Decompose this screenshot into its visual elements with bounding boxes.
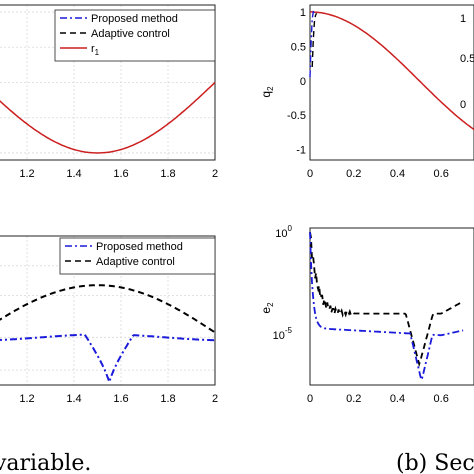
panel-top-right: 0 0.2 0.4 0.6 -1 -0.5 0 0.5 1 q2 1 0.5 0 bbox=[259, 4, 474, 180]
x-tick-label: 1.2 bbox=[19, 168, 34, 180]
panel-bottom-left: 1.2 1.4 1.6 1.8 2 Proposed method Adaptive con… bbox=[0, 235, 218, 405]
x-tick-label: 0 bbox=[307, 168, 313, 180]
x-tick-label: 0.4 bbox=[390, 168, 405, 180]
x-tick-label: 1.6 bbox=[113, 393, 128, 405]
side-label: 0.5 bbox=[460, 53, 474, 65]
y-tick-exponent: -5 bbox=[285, 326, 293, 335]
y-axis-label: q2 bbox=[259, 86, 275, 98]
y-tick-exponent: 0 bbox=[288, 224, 293, 233]
y-tick-label: 100 bbox=[275, 224, 292, 240]
top-right-axes-box bbox=[309, 4, 474, 161]
x-tick-label: 1.6 bbox=[113, 168, 128, 180]
y-axis-label: e2 bbox=[259, 302, 275, 314]
x-tick-label: 1.4 bbox=[66, 393, 81, 405]
legend-subscript: 1 bbox=[95, 48, 100, 57]
series-proposed bbox=[0, 333, 215, 386]
x-tick-label: 0.6 bbox=[434, 393, 449, 405]
x-tick-label: 0.6 bbox=[434, 168, 449, 180]
x-tick-label: 1.4 bbox=[66, 168, 81, 180]
x-tick-label: 0.2 bbox=[346, 168, 361, 180]
y-tick-label: 10-5 bbox=[273, 326, 293, 342]
series-r1 bbox=[0, 81, 216, 154]
legend-entry-2: r1 bbox=[91, 43, 100, 57]
legend-box bbox=[59, 237, 216, 275]
y-tick-label: -1 bbox=[296, 145, 306, 157]
x-tick-label: 1.2 bbox=[19, 393, 34, 405]
panel-bottom-right: 0 0.2 0.4 0.6 100 10-5 e2 bbox=[259, 224, 474, 405]
x-tick-label: 0.4 bbox=[390, 393, 405, 405]
series-adaptive-transient bbox=[311, 12, 318, 68]
y-axis-subscript: 2 bbox=[266, 302, 275, 307]
caption-right: (b) Sec bbox=[396, 451, 474, 474]
y-tick-label: -0.5 bbox=[287, 110, 306, 122]
panel-top-left: 1.2 1.4 1.6 1.8 2 Proposed method Adaptive con… bbox=[0, 4, 218, 180]
x-tick-label: 0 bbox=[307, 393, 313, 405]
x-tick-label: 1.8 bbox=[160, 393, 175, 405]
side-label: 1 bbox=[460, 13, 466, 25]
series-proposed bbox=[309, 232, 464, 383]
legend-entry-1: Adaptive control bbox=[91, 28, 170, 40]
legend-entry-0: Proposed method bbox=[96, 241, 183, 253]
y-axis-subscript: 2 bbox=[266, 86, 275, 91]
legend-entry-0: Proposed method bbox=[91, 13, 178, 25]
legend-entry-1: Adaptive control bbox=[96, 256, 175, 268]
bottom-left-axes-box bbox=[0, 235, 216, 386]
caption-left: variable. bbox=[0, 451, 91, 474]
x-tick-label: 0.2 bbox=[346, 393, 361, 405]
series-proposed-transient bbox=[309, 10, 315, 78]
x-tick-label: 1.8 bbox=[160, 168, 175, 180]
y-tick-label: 0.5 bbox=[291, 41, 306, 53]
x-tick-label: 2 bbox=[212, 168, 218, 180]
series-adaptive bbox=[309, 231, 464, 368]
y-tick-label: 1 bbox=[300, 7, 306, 19]
side-label: 0 bbox=[460, 99, 466, 111]
bottom-right-axes-box bbox=[309, 227, 474, 386]
y-tick-label: 0 bbox=[300, 76, 306, 88]
x-tick-label: 2 bbox=[212, 393, 218, 405]
series-reference bbox=[310, 11, 474, 131]
series-adaptive bbox=[0, 284, 216, 334]
